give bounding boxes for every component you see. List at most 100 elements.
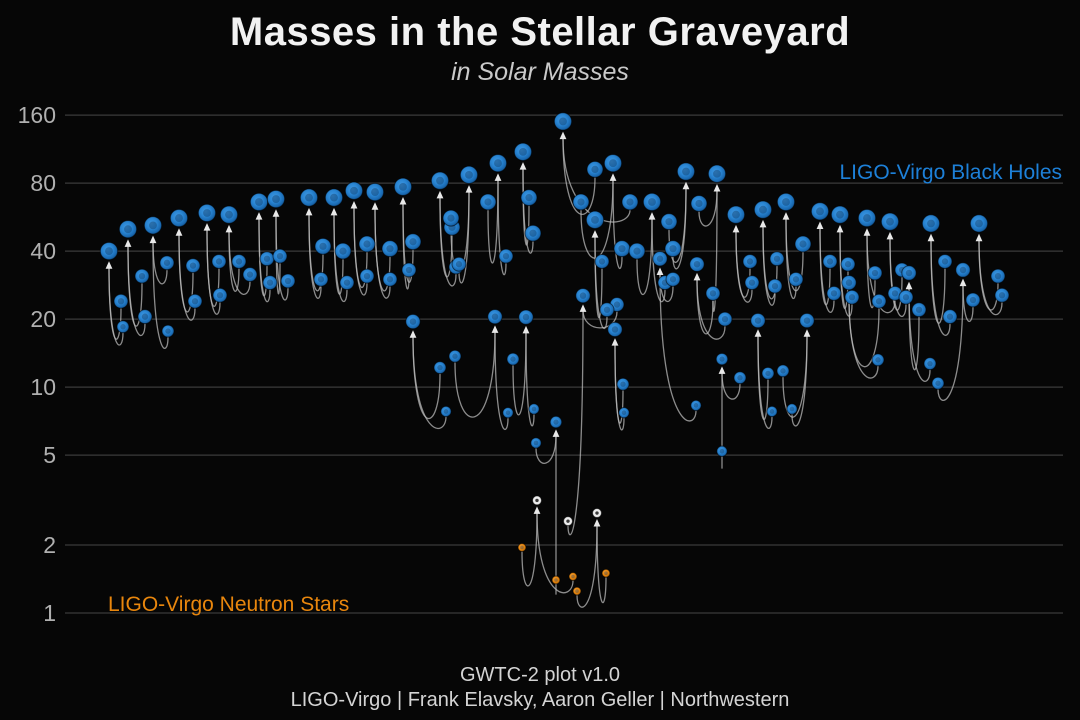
dot-core-shading <box>579 292 587 299</box>
merger-arrowhead <box>656 267 664 275</box>
merger-arrow <box>696 278 726 340</box>
merger-arrowhead <box>905 281 913 290</box>
dot-core-shading <box>765 370 771 377</box>
merger-arrowhead <box>591 230 599 238</box>
black-hole-dot <box>744 275 760 291</box>
merger-arrowhead <box>682 181 690 190</box>
merger-event-13 <box>405 313 452 418</box>
merger-event-24 <box>585 210 615 318</box>
merger-event-0 <box>99 241 130 334</box>
merger-arrow <box>487 179 499 264</box>
dot-core-shading <box>531 406 537 412</box>
dot-core-shading <box>719 448 725 454</box>
merger-arrow <box>206 229 221 315</box>
merger-event-16 <box>448 308 514 419</box>
dot-core-shading <box>491 313 499 320</box>
merger-event-6 <box>249 192 278 291</box>
black-hole-dot <box>440 405 452 418</box>
black-hole-dot <box>159 255 175 271</box>
dot-core-shading <box>455 261 463 268</box>
black-hole-dot <box>990 268 1006 284</box>
black-hole-dot <box>344 181 364 200</box>
merger-event-21 <box>530 415 563 585</box>
black-hole-dot <box>334 242 352 260</box>
black-hole-dot <box>451 256 467 272</box>
merger-arrowhead <box>959 278 967 287</box>
black-hole-dot <box>553 112 573 131</box>
merger-arrow <box>562 137 631 223</box>
dot-core-shading <box>216 292 224 299</box>
dot-core-shading <box>149 221 157 230</box>
black-hole-dot <box>726 205 746 224</box>
merger-arrow <box>562 137 596 215</box>
dot-core-shading <box>746 258 754 265</box>
black-hole-dot <box>299 188 319 207</box>
dot-core-shading <box>120 324 126 330</box>
merger-event-27 <box>607 321 630 419</box>
dot-core-shading <box>737 375 743 381</box>
dot-core-shading <box>969 296 977 304</box>
black-hole-dot <box>705 285 721 301</box>
merger-arrowhead <box>465 185 473 193</box>
dot-core-shading <box>553 419 559 425</box>
dot-core-shading <box>780 368 786 374</box>
merger-event-17 <box>479 153 514 264</box>
merger-arrowhead <box>519 162 527 170</box>
black-hole-dot <box>857 208 877 228</box>
merger-arrow <box>908 287 931 382</box>
black-hole-dot <box>442 209 460 227</box>
black-hole-dot <box>280 273 296 289</box>
black-hole-dot <box>937 253 953 269</box>
merger-event-37 <box>776 192 812 287</box>
merger-arrow <box>402 203 410 290</box>
dot-core-shading <box>848 294 856 301</box>
dot-core-shading <box>875 298 883 305</box>
merger-arrowhead <box>718 366 726 374</box>
black-hole-dot <box>586 160 604 178</box>
merger-arrow <box>712 189 718 312</box>
merger-event-44 <box>901 265 937 371</box>
neutron-star-dot <box>551 575 561 585</box>
black-hole-dot <box>690 399 702 412</box>
merger-arrow <box>108 267 124 346</box>
black-hole-dot <box>381 240 399 258</box>
merger-arrow <box>308 213 322 299</box>
dot-core-shading <box>363 240 371 248</box>
dot-core-shading <box>891 290 899 297</box>
black-hole-dot <box>594 253 610 269</box>
dot-core-shading <box>902 294 910 301</box>
dot-core-shading <box>189 262 197 269</box>
neutron-star-dot <box>568 572 578 582</box>
black-hole-dot <box>518 309 534 325</box>
merger-arrowhead <box>609 173 617 181</box>
dot-core-shading <box>759 205 767 214</box>
black-hole-dot <box>401 262 417 278</box>
dot-core-shading <box>554 578 558 582</box>
black-hole-dot <box>143 216 163 235</box>
dot-core-shading <box>669 276 677 283</box>
black-hole-dot <box>313 271 329 287</box>
black-hole-dot <box>324 188 344 207</box>
merger-arrow <box>819 227 835 313</box>
black-hole-dot <box>231 253 247 269</box>
mass-dots-layer <box>99 112 1010 596</box>
dot-core-shading <box>748 279 756 286</box>
black-hole-dot <box>116 320 130 334</box>
dot-core-shading <box>927 360 933 367</box>
merger-arrowhead <box>522 325 530 334</box>
merger-event-46 <box>931 262 981 390</box>
black-hole-dot <box>766 405 778 418</box>
merger-event-33 <box>715 352 747 457</box>
black-hole-dot <box>826 285 842 301</box>
black-hole-dot <box>603 153 623 173</box>
dot-core-shading <box>613 301 621 308</box>
merger-event-10 <box>344 181 376 284</box>
merger-arrowhead <box>350 200 358 209</box>
dot-core-shading <box>603 306 611 313</box>
y-axis-tick-label: 160 <box>18 102 56 128</box>
black-hole-dot <box>786 403 798 415</box>
merger-arrowhead <box>330 207 338 216</box>
dot-core-shading <box>571 574 575 579</box>
black-hole-dot <box>479 193 497 211</box>
black-hole-dot <box>197 203 217 223</box>
